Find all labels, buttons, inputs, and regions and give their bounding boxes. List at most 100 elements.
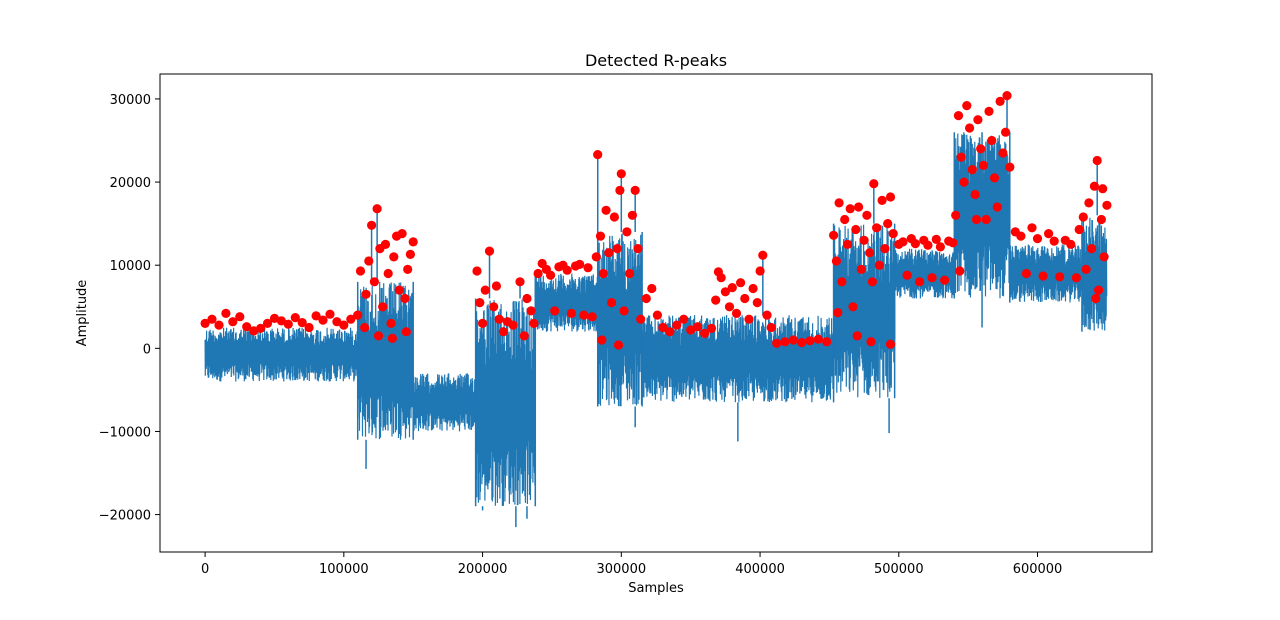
r-peak-marker [1084,198,1094,208]
r-peak-marker [373,331,384,341]
r-peak-marker [851,224,861,235]
r-peak-marker [1002,91,1012,101]
r-peak-marker [1044,229,1054,239]
r-peak-marker [845,204,855,214]
r-peak-marker [1081,264,1091,274]
r-peak-marker [1087,244,1097,254]
r-peak-marker [364,256,374,266]
r-peak-marker [607,298,617,308]
r-peak-marker [562,265,572,275]
r-peak-marker [389,252,399,262]
r-peak-marker [361,289,371,299]
plot-area [200,91,1112,528]
r-peak-marker [976,144,986,154]
r-peak-marker [940,275,950,285]
r-peak-marker [622,227,632,237]
r-peak-marker [401,327,411,337]
x-axis-label: Samples [628,581,684,596]
r-peak-marker [874,260,885,270]
r-peak-marker [633,244,643,254]
r-peak-marker [867,277,878,287]
r-peak-marker [332,317,342,327]
x-tick-label: 100000 [319,562,369,577]
r-peak-marker [1049,236,1059,246]
r-peak-marker [805,336,815,346]
r-peak-marker [766,322,776,333]
y-tick-label: 20000 [110,176,151,191]
r-peak-marker [1096,214,1106,225]
r-peak-marker [615,185,625,195]
r-peak-marker [852,331,862,341]
r-peak-marker [935,242,946,252]
r-peak-marker [601,205,611,215]
signal-segment [534,273,599,332]
r-peak-marker [831,256,842,266]
r-peak-marker [859,235,869,245]
r-peak-marker [641,293,651,304]
r-peak-marker [311,311,321,321]
r-peak-marker [987,135,997,146]
r-peak-marker [797,337,807,348]
chart-title: Detected R-peaks [585,51,727,70]
r-peak-marker [679,314,689,324]
r-peak-marker [1016,231,1026,241]
r-peak-marker [612,244,622,254]
r-peak-marker [865,248,875,258]
x-axis: 0 100000 200000 300000 400000 500000 600000 [201,552,1062,577]
r-peak-marker [959,177,969,187]
r-peak-marker [242,322,252,332]
r-peaks-series [200,91,1112,350]
r-peak-marker [970,189,980,200]
r-peak-marker [731,308,742,318]
r-peak-marker [489,302,499,312]
r-peak-marker [1021,268,1031,279]
r-peak-marker [951,210,961,220]
r-peak-marker [955,266,965,276]
r-peak-marker [1092,155,1102,166]
r-peak-marker [550,306,560,316]
r-peak-marker [762,310,772,320]
r-peak-marker [256,323,266,333]
r-peak-marker [598,268,608,279]
r-peak-marker [593,150,603,160]
signal-segment [833,224,896,398]
r-peak-marker [1038,271,1048,281]
r-peak-marker [636,314,646,324]
r-peak-marker [872,223,882,233]
r-peak-marker [318,315,328,325]
r-peak-marker [297,318,307,328]
x-tick-label: 400000 [735,562,785,577]
r-peak-marker [885,192,896,202]
r-peak-marker [898,237,908,247]
r-peak-marker [405,249,415,259]
r-peak-marker [862,210,872,220]
r-peak-marker [583,263,593,273]
r-peak-marker [478,318,488,328]
x-tick-label: 200000 [458,562,508,577]
r-peak-marker [249,326,259,336]
r-peak-marker [346,314,356,324]
r-peak-marker [353,310,363,320]
r-peak-marker [686,325,696,335]
r-peak-marker [367,220,377,230]
r-peak-marker [842,239,853,249]
r-peak-marker [716,273,726,283]
r-peak-marker [665,327,675,337]
r-peak-marker [822,337,832,347]
r-peak-marker [207,314,217,324]
r-peak-marker [1001,127,1011,137]
y-tick-label: 30000 [110,93,151,108]
r-peak-marker [724,302,735,312]
r-peak-marker [597,335,607,345]
r-peak-marker [978,160,989,170]
r-peak-marker [1066,239,1076,249]
r-peak-marker [526,306,536,316]
r-peak-marker [658,322,668,333]
r-peak-marker [200,318,210,328]
r-peak-marker [788,335,799,345]
r-peak-marker [595,231,606,241]
r-peak-marker [772,338,782,348]
r-peak-marker [1094,285,1104,295]
r-peak-marker [566,308,577,318]
